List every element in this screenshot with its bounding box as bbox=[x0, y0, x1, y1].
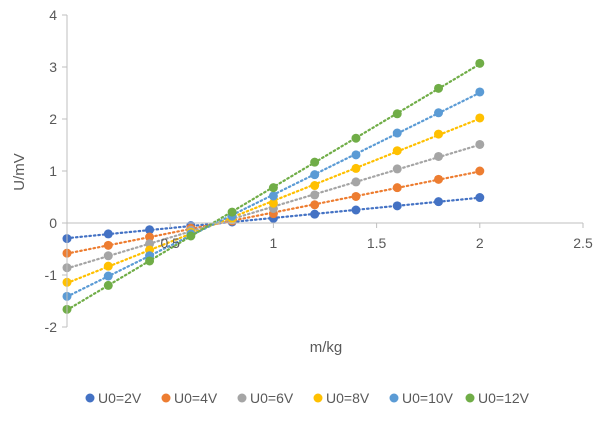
series-u0-8v bbox=[62, 113, 485, 287]
series-u0-12v bbox=[62, 58, 485, 314]
data-point bbox=[392, 109, 402, 119]
data-point bbox=[475, 139, 485, 149]
legend-item: U0=4V bbox=[161, 390, 218, 406]
legend-item: U0=12V bbox=[465, 390, 530, 406]
data-point bbox=[310, 209, 320, 219]
legend-item: U0=8V bbox=[313, 390, 370, 406]
data-point bbox=[434, 151, 444, 161]
legend-label: U0=4V bbox=[174, 390, 218, 406]
data-point bbox=[392, 201, 402, 211]
series-u0-10v bbox=[62, 87, 485, 301]
data-point bbox=[351, 191, 361, 201]
data-point bbox=[310, 170, 320, 180]
data-point bbox=[392, 146, 402, 156]
axes bbox=[62, 14, 584, 328]
data-point bbox=[434, 174, 444, 184]
y-tick-label: 1 bbox=[49, 163, 57, 179]
tick-labels: -2 -1 0 1 2 3 4 0.5 1 1.5 2 2.5 bbox=[45, 7, 593, 335]
data-point bbox=[227, 207, 237, 217]
data-point bbox=[475, 58, 485, 68]
legend-marker bbox=[85, 393, 95, 403]
data-point bbox=[475, 113, 485, 123]
data-point bbox=[475, 87, 485, 97]
data-point bbox=[351, 163, 361, 173]
y-axis-label: U/mV bbox=[11, 153, 28, 191]
data-point bbox=[103, 261, 113, 271]
data-point bbox=[103, 280, 113, 290]
legend: U0=2V U0=4V U0=6V U0=8V U0=10V U0=12V bbox=[85, 390, 530, 406]
data-point bbox=[268, 191, 278, 201]
legend-item: U0=2V bbox=[85, 390, 142, 406]
legend-item: U0=10V bbox=[389, 390, 454, 406]
data-point bbox=[351, 205, 361, 215]
data-point bbox=[310, 190, 320, 200]
data-point bbox=[103, 251, 113, 261]
data-point bbox=[434, 108, 444, 118]
legend-marker bbox=[313, 393, 323, 403]
data-point bbox=[103, 271, 113, 281]
legend-marker bbox=[465, 393, 475, 403]
y-tick-label: 3 bbox=[49, 59, 57, 75]
data-point bbox=[310, 157, 320, 167]
data-point bbox=[475, 166, 485, 176]
data-point bbox=[186, 231, 196, 241]
y-tick-label: 4 bbox=[49, 7, 57, 23]
data-point bbox=[145, 232, 155, 242]
legend-label: U0=12V bbox=[478, 390, 530, 406]
legend-marker bbox=[161, 393, 171, 403]
data-point bbox=[351, 133, 361, 143]
data-point bbox=[103, 240, 113, 250]
data-point bbox=[351, 150, 361, 160]
legend-label: U0=10V bbox=[402, 390, 454, 406]
data-point bbox=[392, 128, 402, 138]
data-point bbox=[103, 229, 113, 239]
legend-label: U0=8V bbox=[326, 390, 370, 406]
y-tick-label: 2 bbox=[49, 111, 57, 127]
data-point bbox=[392, 164, 402, 174]
data-point bbox=[475, 193, 485, 203]
plot-area bbox=[62, 58, 485, 314]
data-point bbox=[434, 83, 444, 93]
data-point bbox=[145, 225, 155, 235]
data-point bbox=[268, 183, 278, 193]
y-tick-label: 0 bbox=[49, 215, 57, 231]
x-tick-label: 0.5 bbox=[160, 235, 180, 251]
x-tick-label: 1 bbox=[270, 235, 278, 251]
legend-marker bbox=[237, 393, 247, 403]
legend-marker bbox=[389, 393, 399, 403]
y-tick-label: -2 bbox=[45, 319, 58, 335]
data-point bbox=[351, 177, 361, 187]
legend-label: U0=6V bbox=[250, 390, 294, 406]
y-tick-label: -1 bbox=[45, 267, 58, 283]
x-tick-label: 1.5 bbox=[367, 235, 387, 251]
data-point bbox=[145, 239, 155, 249]
data-point bbox=[310, 181, 320, 191]
data-point bbox=[434, 129, 444, 139]
x-axis-label: m/kg bbox=[310, 339, 343, 356]
legend-item: U0=6V bbox=[237, 390, 294, 406]
data-point bbox=[310, 200, 320, 210]
x-tick-label: 2 bbox=[476, 235, 484, 251]
data-point bbox=[434, 197, 444, 207]
x-tick-label: 2.5 bbox=[573, 235, 593, 251]
data-point bbox=[392, 183, 402, 193]
data-point bbox=[268, 198, 278, 208]
legend-label: U0=2V bbox=[98, 390, 142, 406]
data-point bbox=[145, 256, 155, 266]
